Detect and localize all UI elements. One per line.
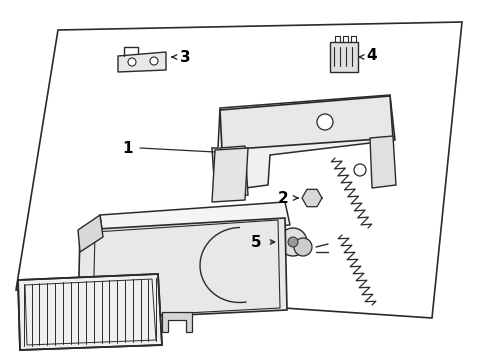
Circle shape xyxy=(279,228,307,256)
Polygon shape xyxy=(212,95,395,192)
Polygon shape xyxy=(220,146,248,198)
Polygon shape xyxy=(78,215,103,252)
Circle shape xyxy=(150,57,158,65)
Circle shape xyxy=(128,58,136,66)
Circle shape xyxy=(317,114,333,130)
Text: 5: 5 xyxy=(251,234,261,249)
Polygon shape xyxy=(212,148,248,202)
Text: 3: 3 xyxy=(180,50,190,64)
Circle shape xyxy=(294,238,312,256)
Polygon shape xyxy=(18,274,162,350)
Polygon shape xyxy=(370,136,396,188)
Polygon shape xyxy=(330,42,358,72)
Polygon shape xyxy=(100,202,290,237)
Circle shape xyxy=(354,164,366,176)
Text: 2: 2 xyxy=(278,190,289,206)
Polygon shape xyxy=(302,189,322,207)
Text: 4: 4 xyxy=(367,48,377,63)
Circle shape xyxy=(308,194,316,202)
Circle shape xyxy=(288,237,298,247)
Polygon shape xyxy=(220,96,393,150)
Polygon shape xyxy=(162,312,192,332)
Text: 1: 1 xyxy=(123,140,133,156)
Polygon shape xyxy=(78,218,287,320)
Polygon shape xyxy=(118,52,166,72)
